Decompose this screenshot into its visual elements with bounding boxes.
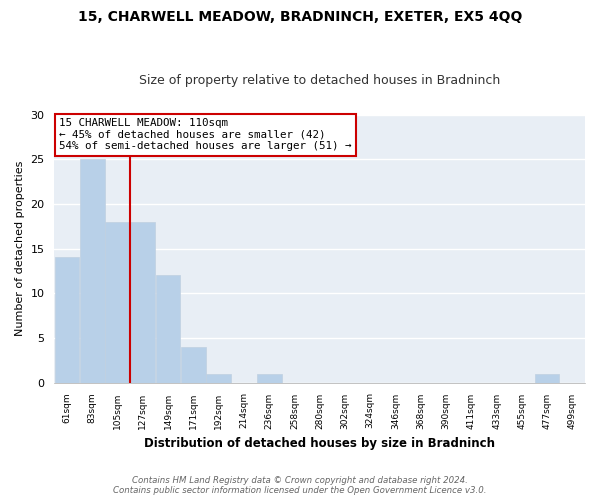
Bar: [181, 347, 206, 382]
Y-axis label: Number of detached properties: Number of detached properties: [15, 161, 25, 336]
Text: 15, CHARWELL MEADOW, BRADNINCH, EXETER, EX5 4QQ: 15, CHARWELL MEADOW, BRADNINCH, EXETER, …: [78, 10, 522, 24]
Bar: [257, 374, 281, 382]
Bar: [535, 374, 559, 382]
Text: Contains HM Land Registry data © Crown copyright and database right 2024.
Contai: Contains HM Land Registry data © Crown c…: [113, 476, 487, 495]
Bar: [80, 159, 104, 382]
Bar: [130, 222, 155, 382]
Bar: [156, 276, 181, 382]
Bar: [105, 222, 130, 382]
Bar: [55, 258, 79, 382]
X-axis label: Distribution of detached houses by size in Bradninch: Distribution of detached houses by size …: [144, 437, 495, 450]
Text: 15 CHARWELL MEADOW: 110sqm
← 45% of detached houses are smaller (42)
54% of semi: 15 CHARWELL MEADOW: 110sqm ← 45% of deta…: [59, 118, 352, 152]
Title: Size of property relative to detached houses in Bradninch: Size of property relative to detached ho…: [139, 74, 500, 87]
Bar: [206, 374, 231, 382]
